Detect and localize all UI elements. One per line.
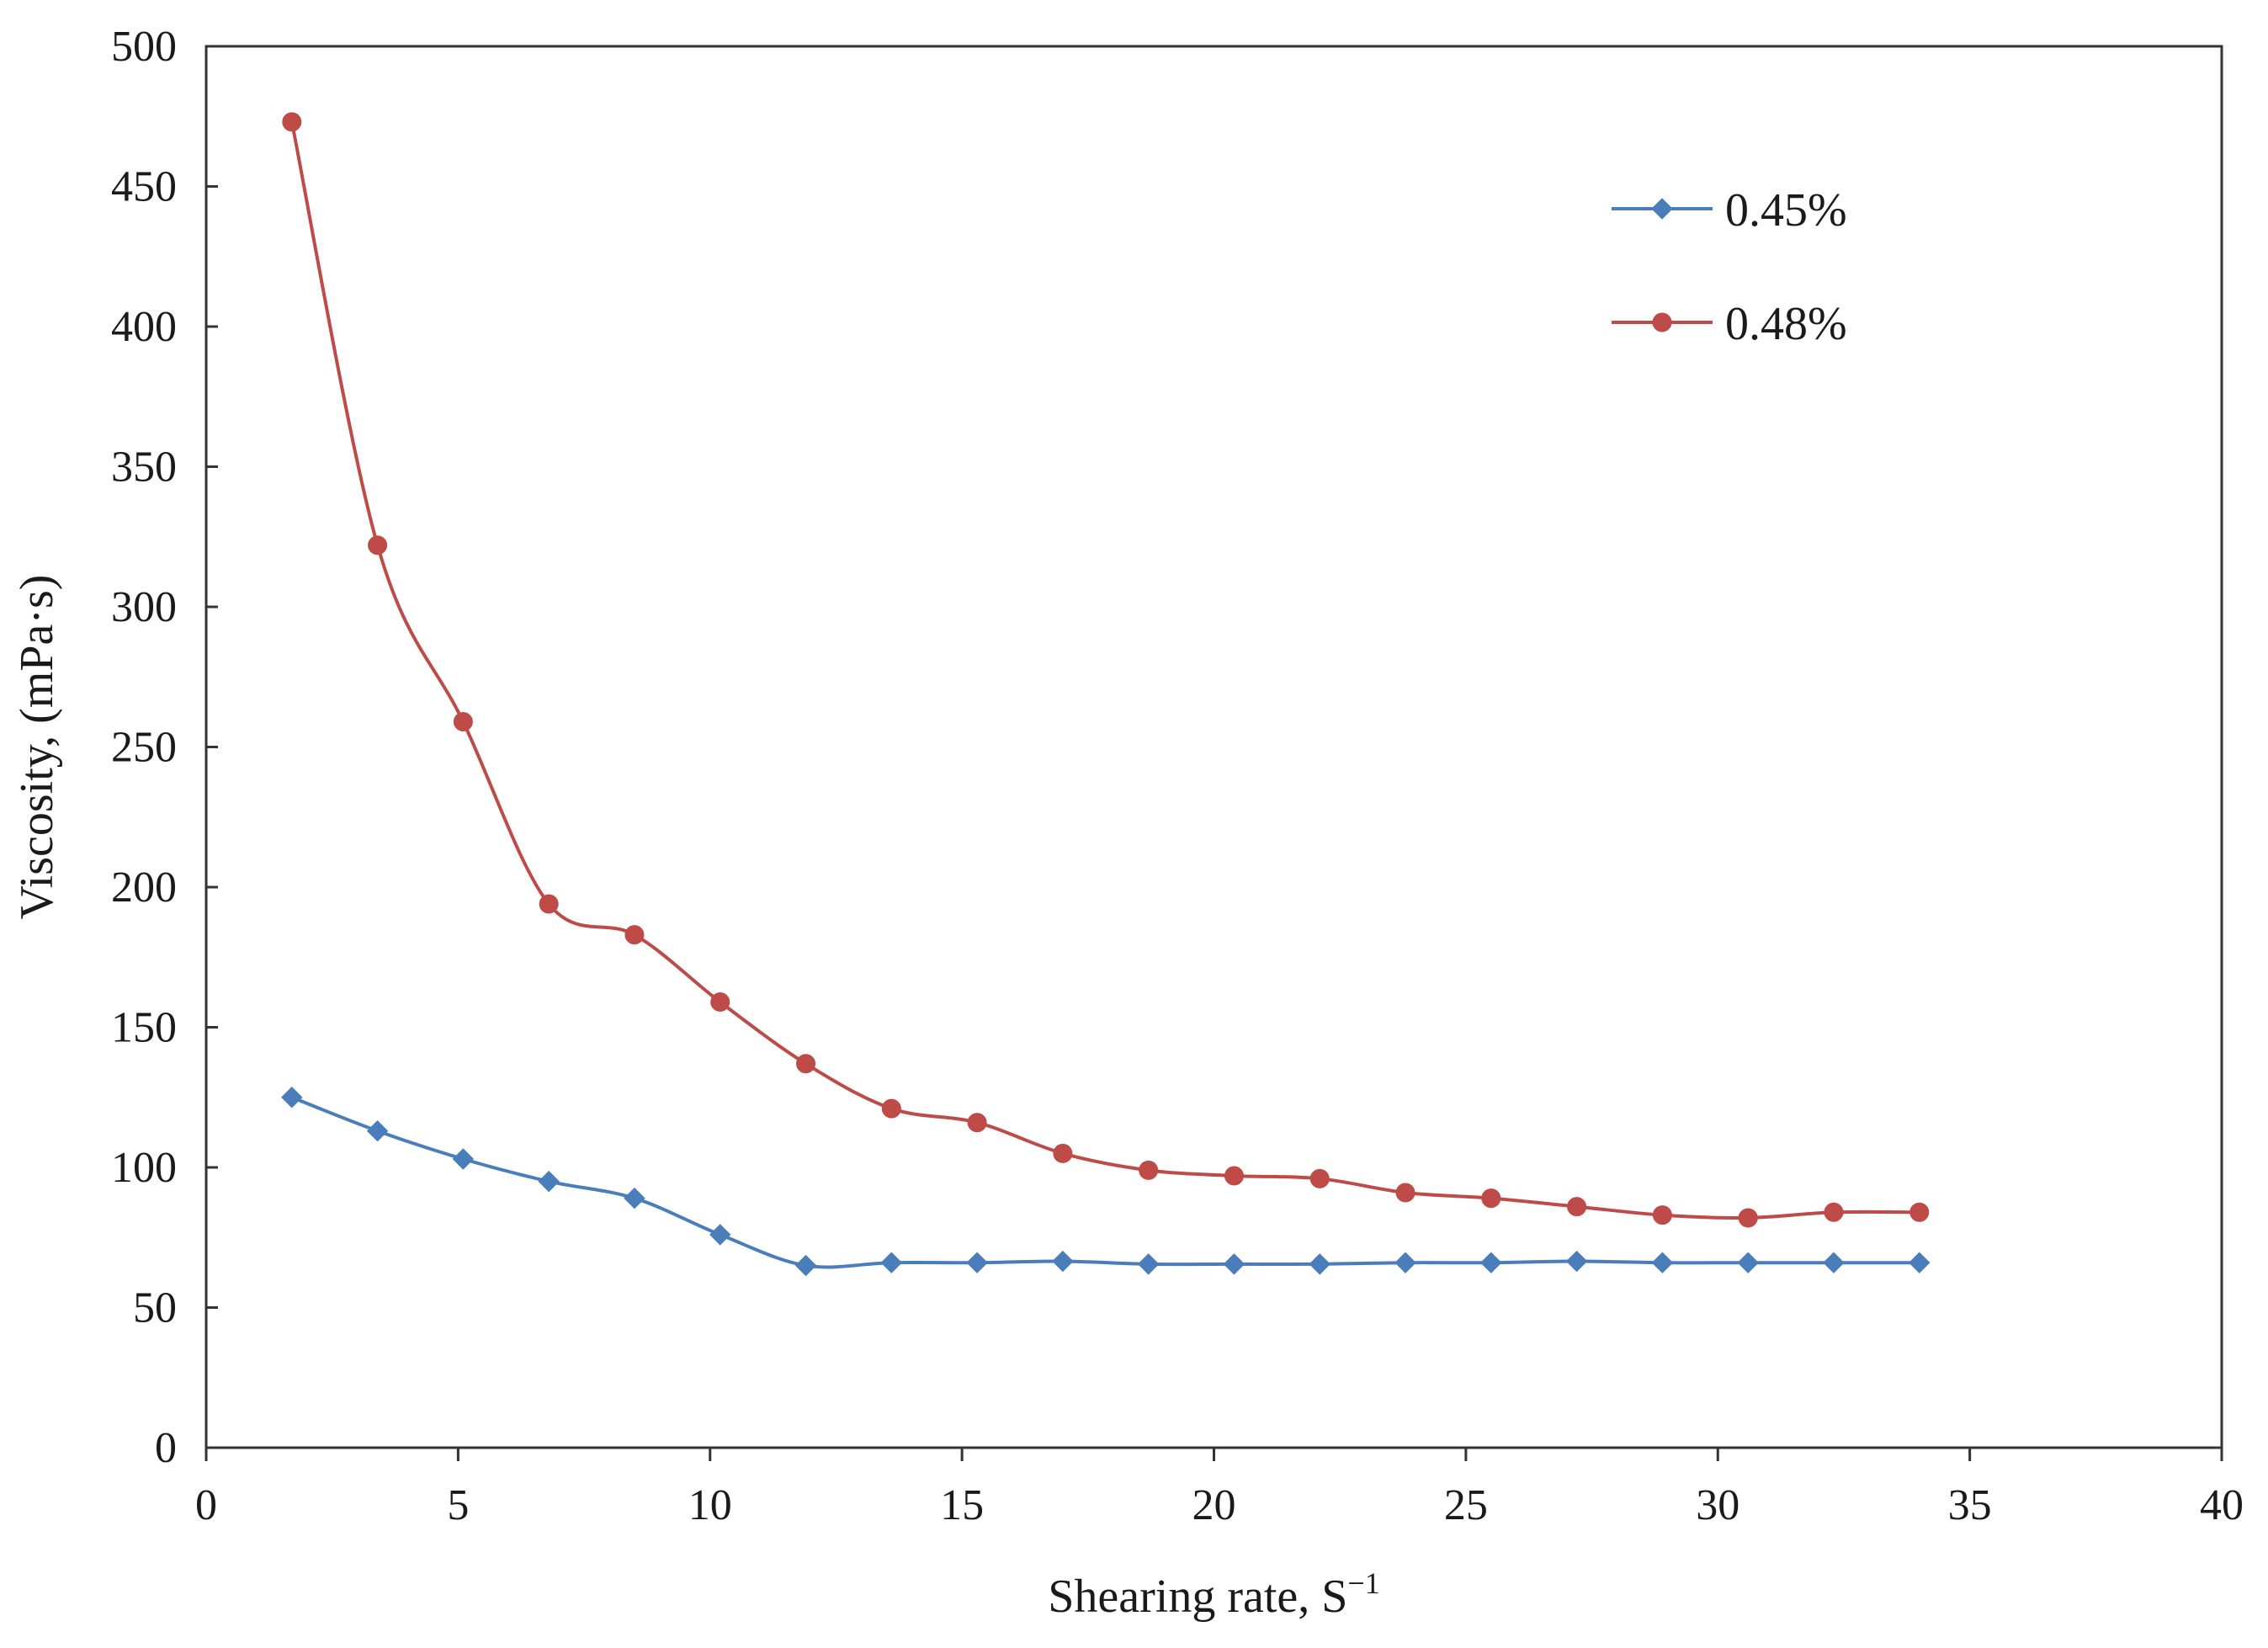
- data-point: [709, 1224, 731, 1246]
- y-tick-label: 450: [111, 163, 177, 211]
- legend-marker-0: [1651, 198, 1673, 220]
- data-point: [1137, 1253, 1160, 1275]
- data-point: [1737, 1252, 1759, 1273]
- data-point: [452, 1148, 475, 1170]
- data-point: [539, 894, 559, 914]
- x-axis-title-main: Shearing rate, S: [1048, 1571, 1347, 1623]
- y-tick-label: 50: [133, 1284, 177, 1332]
- x-tick-label: 20: [1192, 1481, 1236, 1529]
- data-point: [794, 1254, 817, 1277]
- series-layer: [281, 112, 1931, 1277]
- data-point: [1139, 1160, 1159, 1180]
- y-tick-label: 500: [111, 23, 177, 71]
- series-1: [282, 112, 1930, 1228]
- data-point: [366, 1120, 389, 1142]
- x-tick-label: 0: [195, 1481, 217, 1529]
- x-tick-label: 5: [447, 1481, 469, 1529]
- data-point: [1909, 1202, 1930, 1222]
- legend-label-0: 0.45%: [1725, 184, 1847, 237]
- data-point: [1309, 1168, 1330, 1188]
- x-tick-label: 40: [2200, 1481, 2244, 1529]
- data-point: [1824, 1202, 1844, 1222]
- data-point: [1651, 1252, 1674, 1273]
- x-axis-ticks: 0 5 10 15 20 25 30 35 40: [195, 1448, 2244, 1529]
- data-point: [1223, 1253, 1246, 1275]
- data-point: [453, 712, 473, 732]
- y-tick-label: 100: [111, 1144, 177, 1192]
- x-tick-label: 10: [688, 1481, 732, 1529]
- data-point: [1481, 1188, 1501, 1209]
- data-point: [1738, 1208, 1758, 1228]
- data-point: [1909, 1252, 1931, 1273]
- y-axis-ticks: 0 50 100 150 200 250 300 350 400 450 500: [111, 23, 218, 1472]
- data-point: [282, 112, 302, 132]
- y-tick-label: 300: [111, 583, 177, 631]
- x-axis-title-superscript: −1: [1347, 1566, 1379, 1600]
- series-line-1: [289, 121, 1920, 1220]
- data-point: [880, 1252, 903, 1273]
- data-point: [1394, 1252, 1416, 1273]
- data-point: [710, 992, 730, 1013]
- x-axis-title: Shearing rate, S−1: [1048, 1566, 1379, 1623]
- data-point: [1224, 1166, 1244, 1186]
- data-point: [281, 1087, 303, 1108]
- data-point: [1309, 1253, 1331, 1275]
- y-tick-label: 200: [111, 864, 177, 912]
- data-point: [624, 1187, 645, 1209]
- data-point: [1567, 1197, 1587, 1217]
- data-point: [966, 1252, 988, 1273]
- legend: 0.45% 0.48%: [1612, 184, 1847, 350]
- series-0: [281, 1087, 1931, 1277]
- data-point: [967, 1113, 987, 1133]
- data-point: [1052, 1250, 1074, 1273]
- data-point: [1395, 1183, 1416, 1203]
- y-tick-label: 350: [111, 444, 177, 492]
- data-point: [1480, 1252, 1502, 1273]
- x-tick-label: 15: [940, 1481, 984, 1529]
- data-point: [881, 1098, 901, 1119]
- data-point: [796, 1054, 816, 1074]
- y-tick-label: 0: [155, 1424, 177, 1472]
- x-tick-label: 35: [1948, 1481, 1992, 1529]
- data-point: [538, 1170, 560, 1193]
- legend-marker-1: [1652, 312, 1672, 332]
- y-tick-label: 250: [111, 724, 177, 772]
- data-point: [1565, 1250, 1588, 1273]
- y-axis-title: Viscosity, (mPa·s): [11, 575, 63, 920]
- x-tick-label: 30: [1696, 1481, 1740, 1529]
- y-tick-label: 400: [111, 303, 177, 351]
- data-point: [1053, 1143, 1073, 1163]
- legend-label-1: 0.48%: [1725, 298, 1847, 350]
- x-tick-label: 25: [1444, 1481, 1488, 1529]
- data-point: [624, 925, 645, 945]
- data-point: [368, 535, 388, 556]
- data-point: [1823, 1252, 1845, 1273]
- y-tick-label: 150: [111, 1004, 177, 1052]
- data-point: [1652, 1205, 1672, 1225]
